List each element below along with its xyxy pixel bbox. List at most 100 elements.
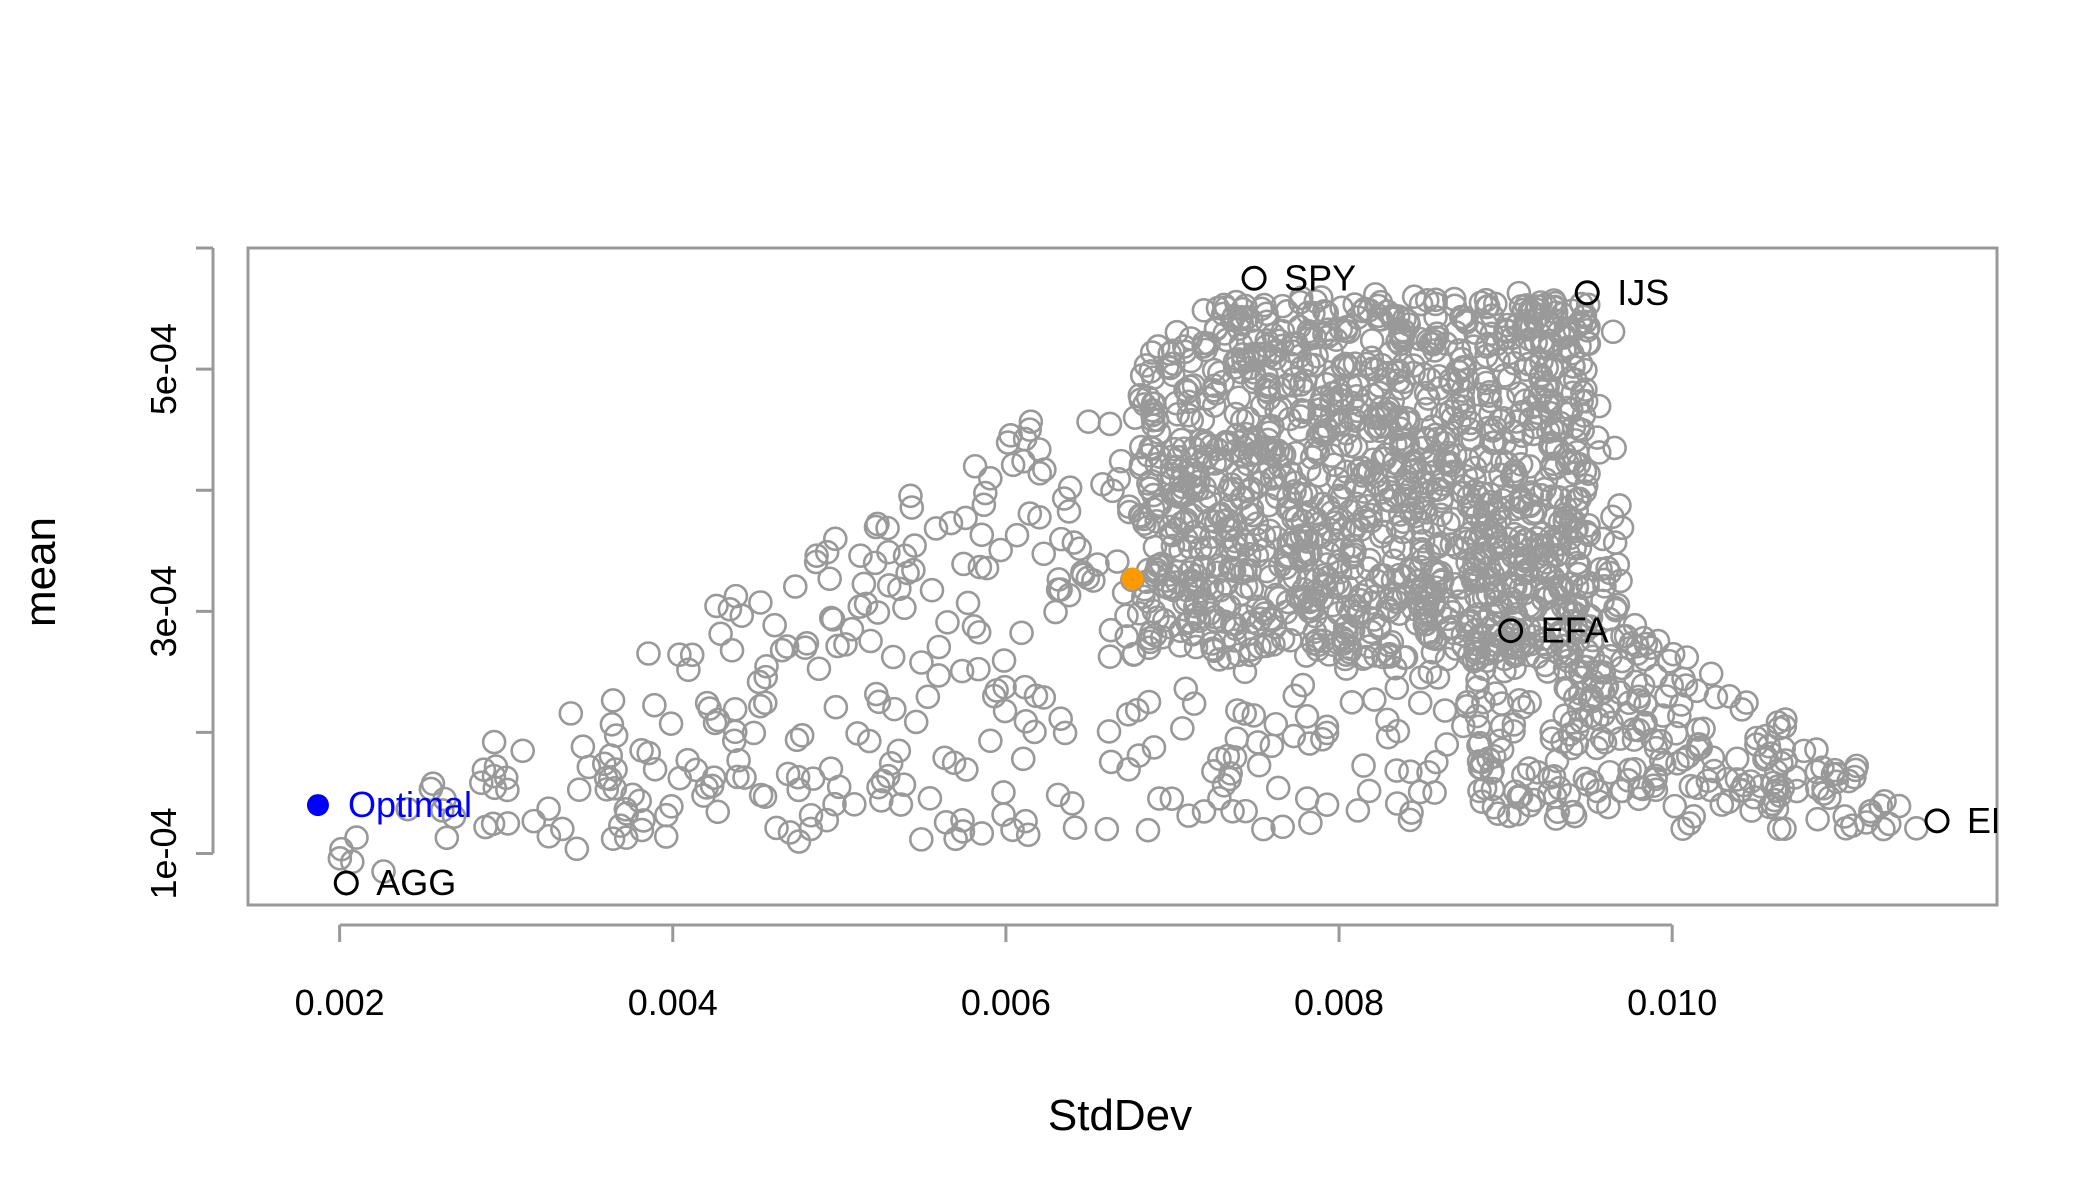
portfolio-point	[1501, 462, 1527, 488]
portfolio-point	[1344, 491, 1369, 517]
portfolio-point	[1263, 711, 1289, 737]
portfolio-point	[748, 693, 773, 719]
portfolio-point	[1462, 551, 1487, 577]
portfolio-point	[704, 593, 729, 619]
portfolio-point	[961, 614, 987, 639]
portfolio-point	[1170, 479, 1195, 505]
portfolio-point	[371, 859, 396, 884]
portfolio-point	[1471, 585, 1497, 610]
portfolio-point	[1382, 432, 1408, 457]
portfolio-point	[777, 820, 803, 845]
portfolio-point	[1293, 643, 1319, 668]
portfolio-point	[1638, 635, 1663, 660]
portfolio-point	[1210, 369, 1235, 395]
portfolio-point	[1714, 766, 1740, 792]
portfolio-point	[1246, 752, 1272, 778]
portfolio-point	[1505, 801, 1531, 827]
asset-points: SPY IJS EFA AGG EE	[333, 257, 1997, 903]
portfolio-point	[1245, 730, 1271, 755]
portfolio-point	[1603, 595, 1628, 621]
portfolio-point	[1282, 683, 1308, 709]
portfolio-point	[1833, 816, 1859, 841]
portfolio-point	[775, 761, 801, 787]
portfolio-point	[1784, 778, 1810, 804]
portfolio-point	[1175, 379, 1200, 405]
portfolio-point	[1144, 560, 1170, 586]
portfolio-point	[495, 811, 521, 836]
portfolio-point	[1334, 656, 1359, 681]
portfolio-point	[566, 777, 592, 803]
portfolio-point	[1665, 750, 1690, 776]
portfolio-point	[1559, 735, 1584, 761]
portfolio-point	[1375, 299, 1400, 324]
portfolio-point	[933, 810, 959, 835]
portfolio-point	[1544, 308, 1569, 334]
portfolio-point	[1251, 816, 1276, 842]
portfolio-point	[676, 657, 701, 683]
portfolio-point	[1559, 397, 1584, 423]
portfolio-point	[603, 757, 628, 782]
portfolio-point	[1377, 644, 1403, 669]
portfolio-point	[822, 791, 847, 817]
portfolio-point	[895, 560, 920, 586]
portfolio-point	[972, 480, 998, 506]
axes: 0.002 0.004 0.006 0.008 0.010 1e-04 3e-04 5e-04	[143, 246, 1717, 1023]
portfolio-point	[1296, 352, 1321, 377]
portfolio-point	[1359, 328, 1385, 353]
portfolio-point	[1872, 788, 1897, 814]
portfolio-point	[935, 609, 960, 635]
portfolio-point	[1017, 501, 1043, 526]
portfolio-point	[1359, 619, 1384, 645]
portfolio-point	[1744, 725, 1769, 751]
portfolio-point	[1364, 568, 1390, 594]
portfolio-point	[880, 644, 906, 670]
portfolio-point	[1408, 291, 1434, 317]
portfolio-point	[1542, 295, 1567, 320]
plot-area	[246, 246, 1999, 907]
portfolio-point	[1327, 559, 1353, 585]
portfolio-point	[932, 745, 957, 771]
portfolio-point	[1401, 353, 1426, 378]
portfolio-point	[1871, 816, 1896, 842]
portfolio-point	[1220, 799, 1245, 824]
portfolio-point	[1331, 516, 1357, 541]
portfolio-point	[1516, 593, 1542, 619]
portfolio-point	[1015, 822, 1041, 848]
portfolio-point	[1349, 463, 1375, 488]
portfolio-point	[1552, 703, 1578, 728]
portfolio-point	[1057, 475, 1083, 500]
portfolio-point	[1558, 365, 1583, 391]
portfolio-point	[1559, 710, 1585, 735]
portfolio-point	[1381, 548, 1407, 574]
portfolio-point	[984, 678, 1009, 703]
portfolio-point	[1342, 351, 1368, 376]
portfolio-point	[782, 574, 808, 599]
portfolio-point	[1141, 482, 1166, 508]
portfolio-point	[701, 765, 727, 790]
optimal-point	[306, 794, 329, 817]
portfolio-point	[1199, 631, 1225, 656]
portfolio-point	[851, 571, 877, 597]
portfolio-point	[1724, 767, 1750, 792]
portfolio-point	[1402, 503, 1428, 529]
asset-label: EFA	[1541, 610, 1609, 651]
portfolio-point	[971, 492, 997, 518]
portfolio-point	[966, 620, 992, 645]
portfolio-point	[1043, 599, 1068, 625]
portfolio-point	[1259, 733, 1285, 759]
portfolio-point	[1254, 309, 1280, 335]
portfolio-point	[1399, 501, 1424, 526]
portfolio-point	[1477, 380, 1502, 405]
portfolio-point	[1534, 578, 1559, 604]
portfolio-point	[1239, 308, 1264, 333]
portfolio-point	[1363, 282, 1388, 307]
portfolio-point	[1116, 494, 1142, 519]
portfolio-point	[722, 696, 748, 722]
portfolio-point	[1310, 726, 1335, 752]
portfolio-point	[1304, 343, 1329, 369]
portfolio-point	[1180, 621, 1205, 647]
portfolio-point	[705, 799, 731, 825]
portfolio-point	[858, 628, 883, 654]
portfolio-point	[1562, 685, 1588, 711]
portfolio-point	[1484, 331, 1510, 357]
